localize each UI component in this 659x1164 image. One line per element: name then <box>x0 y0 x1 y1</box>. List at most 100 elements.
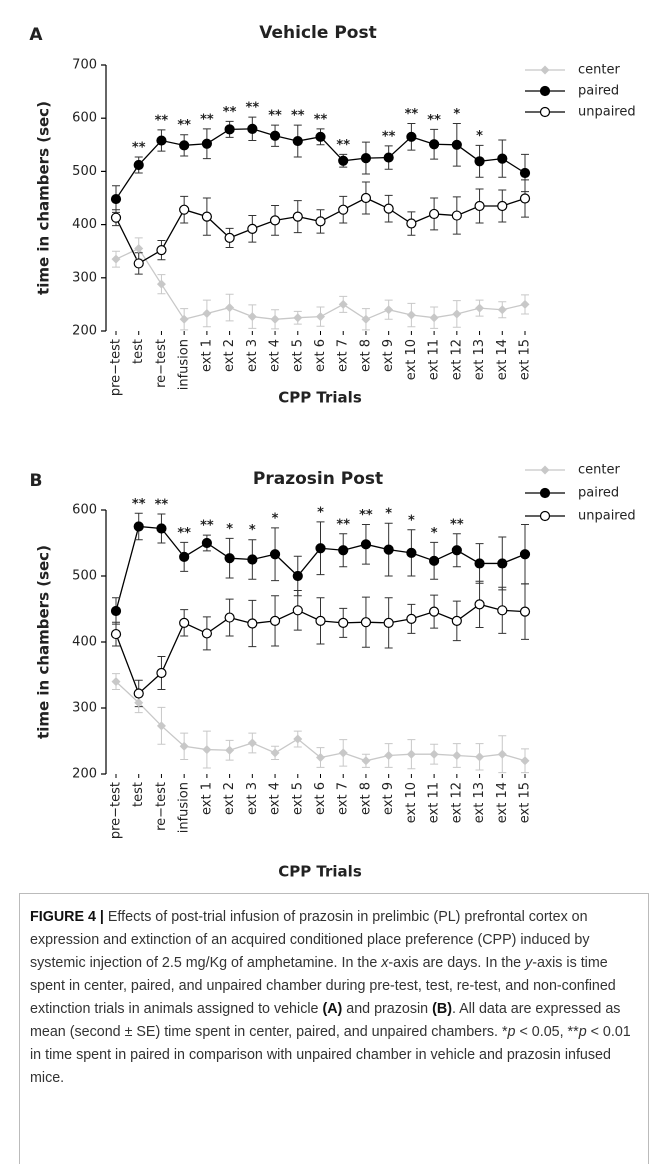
marker <box>201 628 212 639</box>
marker <box>338 204 349 215</box>
legend-label: unpaired <box>578 105 636 120</box>
marker <box>383 152 394 163</box>
marker <box>497 749 507 759</box>
x-tick-label: ext 8 <box>358 782 373 815</box>
x-tick-label: test <box>131 339 146 364</box>
y-axis-label: time in chambers (sec) <box>35 101 53 295</box>
x-tick-label: ext 9 <box>381 782 396 815</box>
x-tick-label: pre−test <box>109 339 124 396</box>
marker <box>247 123 258 134</box>
marker <box>383 617 394 628</box>
marker <box>338 155 349 166</box>
x-tick-label: ext 2 <box>222 339 237 372</box>
caption-text: (A) <box>322 1001 343 1017</box>
legend-label: unpaired <box>578 509 636 524</box>
marker <box>225 745 235 755</box>
marker <box>315 216 326 227</box>
x-axis-label: CPP Trials <box>278 389 362 407</box>
marker <box>224 612 235 623</box>
marker <box>519 606 531 617</box>
marker <box>269 615 281 626</box>
x-tick-label: ext 6 <box>313 339 328 372</box>
marker <box>133 521 144 532</box>
marker <box>383 544 394 555</box>
marker <box>360 192 372 204</box>
x-tick-label: ext 6 <box>313 782 328 815</box>
caption-text: < 0.05, ** <box>515 1024 579 1040</box>
marker <box>269 215 281 226</box>
significance-label: ** <box>314 112 328 127</box>
significance-label: ** <box>450 517 464 532</box>
marker <box>497 200 508 212</box>
marker <box>110 628 122 640</box>
legend-marker <box>540 465 550 475</box>
caption-text: Effects of post-trial infusion of prazos… <box>30 909 590 971</box>
marker <box>110 212 122 223</box>
y-tick-label: 600 <box>72 111 97 126</box>
marker <box>179 551 190 562</box>
marker <box>338 299 348 309</box>
marker <box>406 749 416 759</box>
significance-label: * <box>476 129 483 144</box>
caption-text: y <box>525 955 533 971</box>
marker <box>156 721 166 731</box>
x-tick-label: ext 7 <box>336 782 351 815</box>
x-tick-label: ext 8 <box>358 339 373 372</box>
legend-marker <box>539 85 551 97</box>
marker <box>519 549 531 560</box>
y-tick-label: 200 <box>72 324 97 339</box>
marker <box>293 734 303 744</box>
marker <box>406 547 417 559</box>
significance-label: ** <box>155 497 169 512</box>
marker <box>247 618 258 629</box>
marker <box>179 741 189 751</box>
marker <box>315 131 326 142</box>
marker <box>360 153 372 164</box>
marker <box>406 218 417 229</box>
x-tick-label: pre−test <box>109 782 124 839</box>
legend-marker <box>539 510 551 522</box>
x-tick-label: infusion <box>177 339 192 390</box>
marker <box>134 698 144 708</box>
x-tick-label: ext 12 <box>449 782 464 823</box>
marker <box>475 303 485 313</box>
y-tick-label: 400 <box>72 217 97 232</box>
x-tick-label: ext 13 <box>472 782 487 823</box>
caption-text: . All data are expressed as mean (second… <box>30 1001 621 1040</box>
chart-title: Prazosin Post <box>253 469 383 489</box>
legend-marker <box>539 106 551 118</box>
significance-label: ** <box>382 129 396 144</box>
marker <box>110 605 122 617</box>
marker <box>360 617 372 628</box>
marker <box>224 553 235 564</box>
significance-label: * <box>431 526 438 541</box>
x-tick-label: ext 10 <box>404 339 419 380</box>
x-tick-label: ext 3 <box>245 339 260 372</box>
y-tick-label: 300 <box>72 270 97 285</box>
marker <box>315 543 326 554</box>
x-tick-label: ext 15 <box>518 782 533 823</box>
marker <box>429 555 440 566</box>
x-tick-label: ext 11 <box>427 339 442 380</box>
marker <box>224 232 235 243</box>
significance-label: ** <box>200 519 214 534</box>
x-tick-label: ext 15 <box>518 339 533 380</box>
marker <box>201 138 212 149</box>
y-tick-label: 600 <box>72 503 97 518</box>
x-tick-label: ext 3 <box>245 782 260 815</box>
marker <box>474 200 485 212</box>
marker <box>156 245 167 256</box>
marker <box>270 314 280 324</box>
marker <box>247 554 258 565</box>
x-tick-label: infusion <box>177 782 192 833</box>
marker <box>179 617 190 628</box>
significance-label: ** <box>427 113 441 128</box>
marker <box>292 605 303 616</box>
legend-label: paired <box>578 486 619 501</box>
marker <box>269 549 281 560</box>
figure: A Vehicle Post time in chambers (sec) CPP T… <box>29 23 636 881</box>
marker <box>179 314 189 324</box>
marker <box>452 751 462 761</box>
x-tick-label: ext 10 <box>404 782 419 823</box>
significance-label: ** <box>132 497 146 512</box>
